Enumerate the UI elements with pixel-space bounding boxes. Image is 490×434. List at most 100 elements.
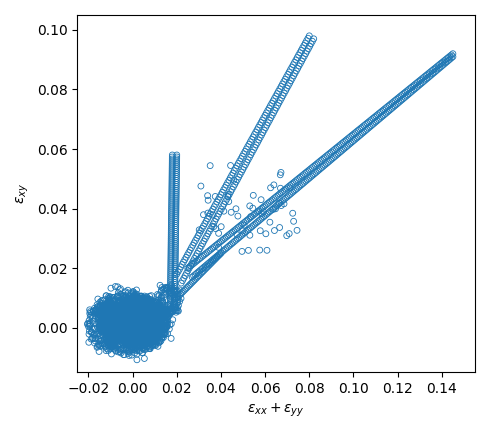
Point [147,302,155,309]
Point [152,325,160,332]
Point [120,292,127,299]
Point [125,305,133,312]
Point [122,317,130,324]
Point [285,183,293,190]
Point [252,220,260,227]
Point [142,326,149,333]
Point [133,321,141,328]
Point [118,326,125,333]
Point [107,333,115,340]
Point [331,153,339,160]
Point [168,205,175,212]
Point [274,201,282,208]
Point [133,312,141,319]
Point [145,342,153,349]
Point [177,263,185,270]
Point [114,333,122,340]
Point [129,302,137,309]
Point [104,318,112,325]
Point [151,309,159,316]
Point [128,296,136,303]
Point [131,314,139,321]
Point [216,251,223,258]
Point [107,340,115,347]
Point [126,317,134,324]
Point [164,321,171,328]
Point [98,300,106,307]
Point [117,321,124,328]
Point [122,322,130,329]
Point [137,319,145,326]
Point [119,304,127,311]
Point [134,308,142,315]
Point [449,50,457,57]
Point [292,186,299,193]
Point [152,329,160,335]
Point [138,338,146,345]
Point [131,349,139,356]
Point [104,339,112,346]
Point [142,299,149,306]
Point [148,319,156,326]
Point [155,326,163,333]
Point [105,300,113,307]
Point [122,324,130,331]
Point [106,334,114,341]
Point [147,306,155,313]
Point [157,309,165,316]
Point [112,306,120,313]
Point [133,342,141,349]
Point [145,311,152,318]
Point [124,299,132,306]
Point [108,314,116,321]
Point [113,320,121,327]
Point [140,328,148,335]
Point [119,299,127,306]
Point [112,313,120,320]
Point [156,329,164,335]
Point [143,320,151,327]
Point [137,294,145,301]
Point [110,322,118,329]
Point [143,297,151,304]
Point [146,315,154,322]
Point [255,137,263,144]
Point [141,326,149,332]
Point [125,305,133,312]
Point [155,339,163,346]
Point [140,311,148,318]
Point [114,324,122,331]
Point [115,304,122,311]
Point [256,134,264,141]
Point [125,331,133,338]
Point [100,324,108,331]
Point [147,309,154,316]
Point [104,347,112,354]
Point [110,321,118,328]
Point [163,286,171,293]
Point [115,303,123,310]
Point [192,237,199,244]
Point [245,141,253,148]
Point [133,335,141,342]
Point [105,316,113,323]
Point [116,322,123,329]
Point [113,322,121,329]
Point [145,338,152,345]
Point [137,330,145,337]
Point [249,192,257,199]
Point [392,96,400,103]
Point [146,317,153,324]
Point [146,306,154,313]
Point [100,340,108,347]
Point [304,168,312,174]
Point [157,326,165,332]
Point [127,297,135,304]
Point [133,344,141,351]
Point [207,225,215,232]
Point [210,255,218,262]
Point [136,332,144,339]
Point [141,315,148,322]
Point [289,75,296,82]
Point [146,345,153,352]
